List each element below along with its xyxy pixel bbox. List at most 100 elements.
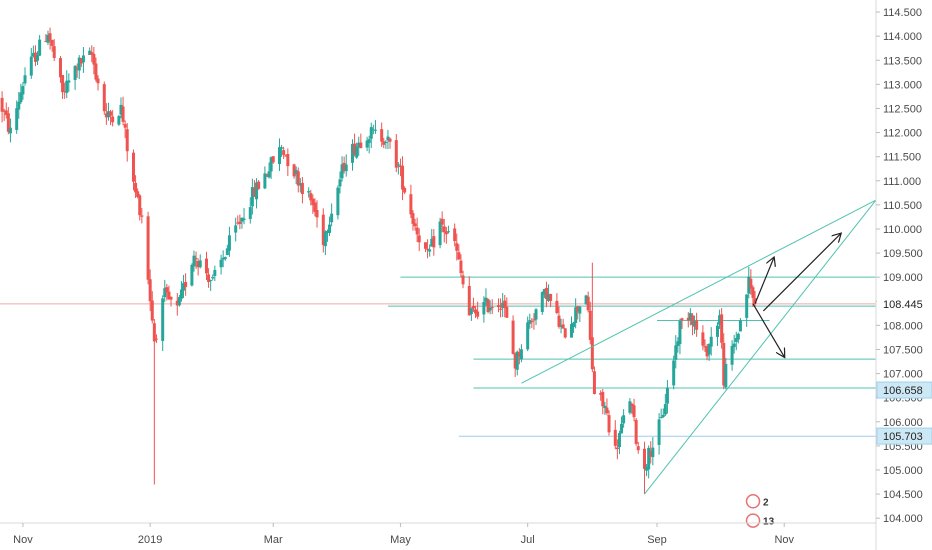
x-tick-label-2: Mar (264, 534, 283, 546)
candle-body-46 (134, 182, 138, 193)
candle-body-228 (663, 404, 667, 415)
candle-body-14 (38, 39, 42, 56)
candle-body-134 (388, 138, 392, 142)
trend-line-1 (644, 199, 877, 495)
candle-body-151 (440, 218, 444, 225)
candle-body-110 (321, 214, 325, 245)
event-badges: 2 13 (745, 494, 775, 528)
candle-body-119 (344, 164, 348, 172)
candle-body-168 (488, 307, 492, 311)
candle-body-12 (33, 52, 37, 62)
candle-body-56 (163, 288, 167, 298)
projection-arrow-0 (754, 258, 774, 304)
candle-body-96 (280, 147, 284, 149)
candle-body-23 (65, 80, 69, 93)
x-tick-label-1: 2019 (138, 534, 162, 546)
candle-body-222 (647, 447, 651, 470)
candle-body-147 (428, 249, 432, 252)
candle-body-58 (167, 291, 171, 300)
time-axis: Nov 2019 Mar May Jul Sep Nov (13, 523, 795, 546)
candle-body-241 (703, 346, 707, 348)
candle-body-78 (225, 248, 229, 256)
candle-body-227 (661, 414, 665, 417)
y-tick-label-19: 105.000 (883, 465, 923, 477)
candle-body-138 (401, 165, 405, 190)
candle-body-207 (603, 405, 607, 408)
candle-body-209 (607, 415, 611, 433)
candle-body-214 (622, 415, 626, 424)
candle-body-77 (223, 257, 227, 260)
candle-body-248 (722, 342, 726, 386)
candle-body-245 (715, 325, 719, 337)
candle-body-185 (540, 292, 544, 312)
candle-body-112 (325, 230, 329, 234)
candle-body-251 (732, 343, 736, 348)
x-tick-label-0: Nov (13, 534, 33, 546)
price-label-box-2 (876, 427, 932, 445)
candle-body-67 (194, 258, 198, 260)
candle-body-41 (119, 104, 123, 115)
event-badge-icon-1 (745, 513, 761, 528)
candle-body-31 (90, 52, 94, 55)
candle-body-20 (58, 58, 62, 78)
candle-body-35 (102, 84, 106, 112)
trend-lines (521, 199, 877, 495)
candle-body-210 (613, 429, 617, 446)
candle-body-159 (461, 275, 465, 285)
candle-body-184 (534, 309, 538, 320)
candle-body-74 (213, 269, 217, 276)
event-badge-count-1: 13 (763, 517, 775, 528)
candle-body-100 (292, 164, 296, 177)
price-label-1: 106.658 (883, 385, 923, 397)
candle-body-243 (707, 343, 711, 355)
candle-body-30 (88, 50, 92, 55)
candle-body-99 (286, 153, 290, 167)
candle-body-177 (515, 351, 519, 370)
candle-body-86 (250, 187, 254, 207)
candle-body-83 (240, 217, 244, 222)
horizontal-levels (0, 276, 876, 437)
candle-body-70 (204, 258, 208, 274)
candle-body-164 (476, 311, 480, 317)
candle-body-127 (369, 127, 373, 139)
y-tick-label-2: 113.500 (883, 55, 922, 67)
candle-body-15 (44, 41, 48, 43)
candle-body-183 (532, 319, 536, 321)
candle-body-32 (92, 53, 96, 65)
candle-body-206 (601, 392, 605, 407)
candle-body-212 (617, 433, 621, 448)
candle-body-33 (94, 63, 98, 80)
candle-body-103 (298, 183, 302, 186)
candle-body-47 (136, 191, 140, 197)
candle-body-125 (365, 140, 369, 148)
candle-body-136 (396, 164, 400, 166)
candle-body-223 (649, 450, 653, 457)
candle-body-154 (446, 231, 450, 233)
candle-body-202 (588, 310, 592, 340)
candle-body-17 (48, 33, 52, 41)
candles (0, 27, 757, 495)
candle-body-142 (413, 223, 417, 227)
candle-body-178 (517, 352, 521, 357)
candle-body-254 (738, 320, 742, 332)
y-tick-label-17: 106.000 (883, 417, 923, 429)
candle-body-51 (148, 279, 152, 302)
candle-body-52 (150, 300, 154, 321)
candle-body-64 (184, 281, 188, 288)
candle-body-137 (398, 165, 402, 168)
candle-body-170 (496, 305, 500, 308)
candle-body-148 (430, 238, 434, 247)
y-tick-label-3: 113.000 (883, 79, 922, 91)
projection-arrow-1 (762, 234, 840, 312)
candle-body-111 (323, 231, 327, 247)
candle-body-133 (386, 136, 390, 141)
candle-body-256 (747, 276, 751, 294)
y-tick-label-15: 107.000 (883, 369, 923, 381)
candle-body-0 (0, 97, 4, 112)
candle-body-18 (50, 39, 54, 46)
candle-body-139 (403, 188, 407, 193)
candle-body-253 (736, 333, 740, 340)
x-tick-label-3: May (390, 534, 411, 546)
candle-body-152 (442, 226, 446, 233)
